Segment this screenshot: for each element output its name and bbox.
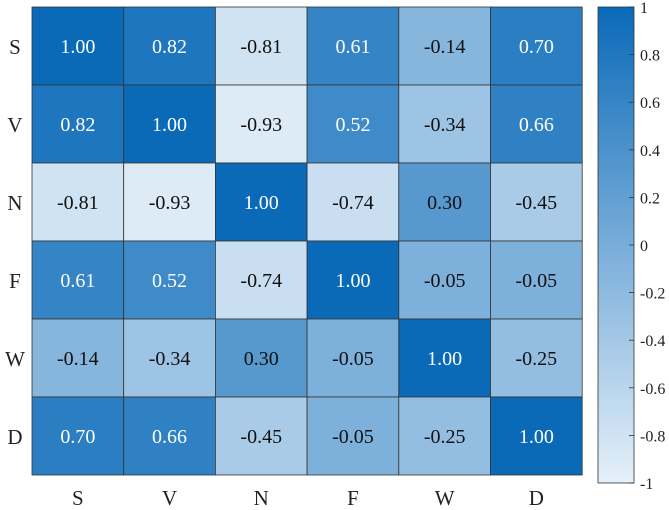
column-label-F: F [347,486,359,510]
cell-value-label-2-5: -0.45 [516,192,558,214]
heatmap-cell-2-0 [31,162,125,242]
cell-value-label-4-4: 1.00 [427,348,462,370]
heatmap-cell-3-2 [214,240,308,320]
cell-value-label-3-4: -0.05 [424,270,466,292]
column-label-S: S [72,486,84,510]
heatmap-cell-0-5 [490,6,583,86]
cell-value-label-5-2: -0.45 [240,426,282,448]
heatmap-cell-5-0 [31,396,125,476]
cell-value-label-0-4: -0.14 [424,36,466,58]
colorbar-tick-label-10: -1 [640,476,653,493]
heatmap-cell-4-2 [214,318,308,398]
cell-value-label-0-0: 1.00 [60,36,95,58]
colorbar: 1 0.8 0.6 0.4 0.2 0 -0.2 -0.4 -0.6 -0.8 -1 [597,0,665,493]
heatmap-cell-1-1 [123,84,216,164]
heatmap-cell-0-1 [123,6,216,86]
cell-value-label-4-0: -0.14 [57,348,99,370]
colorbar-tick-label-0: 1 [640,0,648,17]
heatmap-cell-5-4 [398,396,491,476]
heatmap-cell-3-4 [398,240,491,320]
cell-value-label-4-3: -0.05 [332,348,374,370]
cell-value-label-1-1: 1.00 [152,114,187,136]
cell-value-label-3-2: -0.74 [240,270,282,292]
cell-value-label-4-5: -0.25 [516,348,558,370]
cell-value-label-1-3: 0.52 [335,114,370,136]
heatmap-cell-2-3 [306,162,400,242]
cell-value-label-0-3: 0.61 [335,36,370,58]
column-label-V: V [162,486,177,510]
row-label-F: F [9,269,21,293]
row-label-S: S [9,35,21,59]
column-label-W: W [435,486,455,510]
cell-value-label-4-2: 0.30 [244,348,279,370]
cell-value-label-5-0: 0.70 [60,426,95,448]
heatmap-cell-3-5 [490,240,583,320]
row-label-N: N [7,191,22,215]
cell-value-label-5-3: -0.05 [332,426,374,448]
row-label-V: V [7,113,22,137]
colorbar-tick-label-2: 0.6 [640,95,660,112]
colorbar-tick-label-6: -0.2 [640,286,665,303]
cell-value-label-2-4: 0.30 [427,192,462,214]
cell-value-label-0-2: -0.81 [240,36,282,58]
heatmap-cell-3-1 [123,240,216,320]
cell-value-label-0-1: 0.82 [152,36,187,58]
colorbar-tick-label-4: 0.2 [640,190,660,207]
heatmap-cell-5-3 [306,396,400,476]
cell-value-label-3-5: -0.05 [516,270,558,292]
colorbar-tick-label-3: 0.4 [640,143,660,160]
heatmap-cell-4-3 [306,318,400,398]
colorbar-tick-label-8: -0.6 [640,381,665,398]
cell-value-label-5-5: 1.00 [519,426,554,448]
heatmap-cell-2-5 [490,162,583,242]
row-label-W: W [5,347,25,371]
cell-value-label-5-4: -0.25 [424,426,466,448]
heatmap-cell-4-4 [398,318,491,398]
cell-value-label-4-1: -0.34 [149,348,191,370]
colorbar-tick-label-1: 0.8 [640,48,660,65]
cell-value-label-3-0: 0.61 [60,270,95,292]
heatmap-cell-1-5 [490,84,583,164]
heatmap-cell-2-1 [123,162,216,242]
heatmap-cell-1-3 [306,84,400,164]
cell-value-label-2-1: -0.93 [149,192,191,214]
cell-value-label-1-2: -0.93 [240,114,282,136]
heatmap-cell-0-0 [31,6,125,86]
heatmap-cell-0-3 [306,6,400,86]
cell-value-label-2-2: 1.00 [244,192,279,214]
cell-value-label-5-1: 0.66 [152,426,187,448]
heatmap-cell-3-3 [306,240,400,320]
colorbar-gradient [597,6,635,484]
cell-value-label-1-5: 0.66 [519,114,554,136]
heatmap-cell-2-4 [398,162,491,242]
cell-value-label-3-1: 0.52 [152,270,187,292]
heatmap-cell-5-5 [490,396,583,476]
column-label-N: N [254,486,269,510]
heatmap-cells: 1.00 0.82 -0.81 0.61 -0.14 0.70 0.82 1.00 -0.93 0… [31,6,583,476]
row-labels: S V N F W D [5,35,25,449]
cell-value-label-1-4: -0.34 [424,114,466,136]
heatmap-cell-0-4 [398,6,491,86]
cell-value-label-2-0: -0.81 [57,192,99,214]
heatmap-cell-0-2 [214,6,308,86]
cell-value-label-0-5: 0.70 [519,36,554,58]
colorbar-tick-label-9: -0.8 [640,428,665,445]
heatmap-cell-2-2 [214,162,308,242]
heatmap-cell-3-0 [31,240,125,320]
cell-value-label-3-3: 1.00 [335,270,370,292]
row-label-D: D [7,425,22,449]
colorbar-tick-label-7: -0.4 [640,333,665,350]
column-label-D: D [529,486,544,510]
cell-value-label-2-3: -0.74 [332,192,374,214]
heatmap-cell-4-5 [490,318,583,398]
heatmap-cell-4-0 [31,318,125,398]
colorbar-tick-label-5: 0 [640,238,648,255]
cell-value-label-1-0: 0.82 [60,114,95,136]
